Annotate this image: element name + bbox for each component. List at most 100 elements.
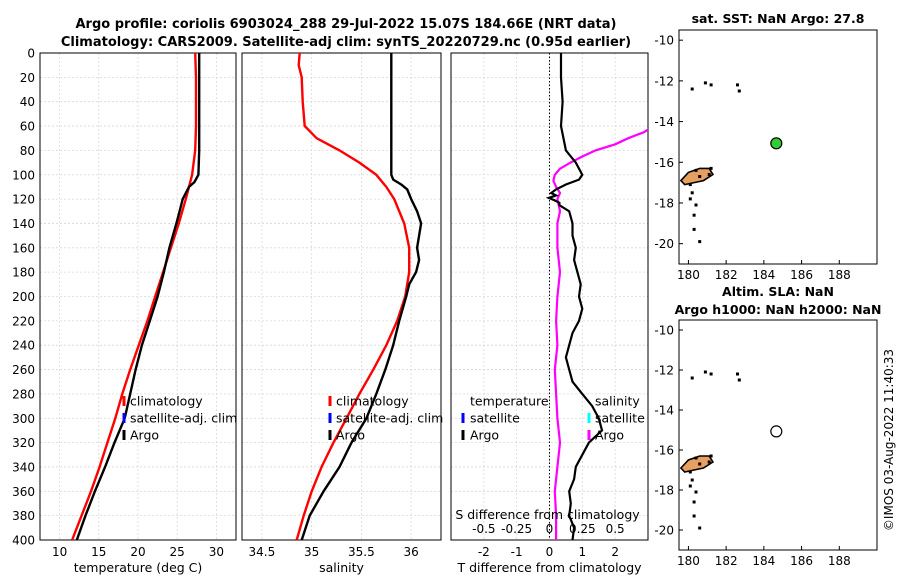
sla_map-island-mark (737, 378, 741, 382)
sst_map-ytick-label: -12 (654, 74, 674, 88)
temperature-xtick-label: 30 (209, 545, 224, 559)
salinity-xtick-label: 34.5 (249, 545, 276, 559)
salinity-argo-line (300, 53, 423, 540)
sla_map-island-mark (703, 370, 707, 374)
depth-tick-label: 340 (12, 460, 35, 474)
sla_map-island-mark (692, 514, 696, 518)
difference-xtick-label: -2 (478, 545, 490, 559)
sst_map-ytick-label: -20 (654, 237, 674, 251)
sla_map-xtick-label: 188 (828, 554, 851, 568)
depth-tick-label: 400 (12, 534, 35, 548)
salinity-difference-tick-label: 0.5 (606, 522, 625, 536)
sla_map-island-mark (698, 526, 702, 530)
sst_map-island-mark (692, 227, 696, 231)
salinity-difference-tick-label: -0.25 (501, 522, 532, 536)
salinity-panel: 34.5 35 35.5 36 salinity climatology satellite… (241, 52, 443, 575)
depth-tick-label: 260 (12, 363, 35, 377)
imos-credit: ©IMOS 03-Aug-2022 11:40:33 (882, 349, 896, 531)
salinity-climatology-line (295, 53, 411, 540)
salinity-xtick-label: 35.5 (348, 545, 375, 559)
sst_map-island-mark (690, 87, 694, 91)
difference-panel: -2 -1 0 1 2T difference from climatology S di… (450, 52, 649, 575)
depth-tick-label: 320 (12, 436, 35, 450)
depth-tick-label: 140 (12, 217, 35, 231)
depth-tick-label: 380 (12, 509, 35, 523)
difference-xlabel: T difference from climatology (456, 560, 642, 575)
depth-tick-label: 300 (12, 412, 35, 426)
salinity-axes-box (241, 52, 442, 541)
sla_map-island-mark (709, 454, 713, 458)
salinity-difference-tick-label: -0.5 (472, 522, 495, 536)
salinity-legend-item: climatology (336, 394, 409, 409)
sst_map-island-mark (692, 213, 696, 217)
sla_map-island-mark (694, 490, 698, 494)
sst_map-island-mark (736, 83, 739, 87)
sst_map-xtick-label: 188 (828, 268, 851, 282)
sst_map-island-mark (690, 191, 694, 195)
sla_map-xtick-label: 184 (752, 554, 775, 568)
difference-legend-item: temperature (470, 394, 549, 409)
difference-xtick-label: -1 (511, 545, 523, 559)
salinity-difference-tick-label: 0 (546, 522, 554, 536)
sst_map-fiji-island (679, 167, 714, 186)
sst_map-island-mark (698, 240, 702, 244)
difference-xtick-label: 1 (579, 545, 587, 559)
sla_map-island-mark (736, 372, 739, 376)
depth-tick-label: 40 (20, 95, 35, 109)
salinity-xlabel: salinity (319, 560, 364, 575)
depth-tick-label: 160 (12, 241, 35, 255)
sla_map-island-mark (692, 500, 696, 504)
temperature-xtick-label: 20 (130, 545, 145, 559)
depth-tick-label: 80 (20, 144, 35, 158)
sla_map-float-position (770, 425, 783, 438)
temperature-difference-line (545, 53, 604, 540)
sst_map-float-position (770, 137, 783, 150)
salinity-difference-line (552, 128, 648, 540)
sst_map-island-mark (698, 175, 702, 178)
sst_map-xtick-label: 180 (677, 268, 700, 282)
temperature-legend-item: satellite-adj. clim (130, 411, 237, 426)
depth-tick-label: 220 (12, 314, 35, 328)
depth-tick-label: 100 (12, 168, 35, 182)
sla_map-xtick-label: 182 (715, 554, 738, 568)
depth-tick-label: 360 (12, 485, 35, 499)
sla_map-panel: 180 182 184 186 188 -10 -12 -14 -16 -18 -20 (654, 319, 878, 568)
temperature-climatology-line (70, 53, 198, 540)
difference-legend-item: Argo (470, 428, 499, 443)
sst_map-ytick-label: -16 (654, 156, 674, 170)
depth-tick-label: 280 (12, 387, 35, 401)
sst_map-island-mark (703, 81, 707, 85)
sla_map-island-mark (690, 478, 694, 482)
depth-tick-label: 240 (12, 339, 35, 353)
salinity-legend-item: Argo (595, 428, 624, 443)
sst_map-ytick-label: -10 (654, 34, 674, 48)
sst_map-axes-box (678, 29, 878, 265)
salinity-legend-item: satellite (595, 411, 645, 426)
temperature-xtick-label: 10 (52, 545, 67, 559)
sla_map-ytick-label: -20 (654, 524, 674, 538)
difference-xtick-label: 2 (611, 545, 619, 559)
sla_map-ytick-label: -10 (654, 324, 674, 338)
sla_map-island-mark (688, 470, 692, 474)
sst_map-island-mark (694, 203, 698, 207)
salinity-difference-tick-label: 0.25 (569, 522, 596, 536)
depth-tick-label: 200 (12, 290, 35, 304)
sla_map-island-mark (698, 462, 702, 466)
temperature-xtick-label: 15 (91, 545, 106, 559)
salinity-difference-axis-label: S difference from climatology (455, 507, 640, 522)
sla_map-island-mark (707, 460, 711, 464)
sst_map-ytick-label: -18 (654, 196, 674, 210)
sla-map-title-line2: Argo h1000: NaN h2000: NaN (675, 302, 882, 317)
sst-map-title: sat. SST: NaN Argo: 27.8 (692, 11, 865, 26)
sst_map-island-mark (709, 83, 713, 87)
temperature-legend-item: climatology (130, 394, 203, 409)
sst_map-xtick-label: 184 (752, 268, 775, 282)
sla_map-island-mark (709, 372, 713, 376)
salinity-xtick-label: 36 (404, 545, 419, 559)
sst_map-panel: 180 182 184 186 188 -10 -12 -14 -16 -18 -20 (654, 29, 878, 282)
sla_map-xtick-label: 186 (790, 554, 813, 568)
depth-tick-label: 180 (12, 266, 35, 280)
sla_map-island-mark (690, 376, 694, 380)
sla_map-xtick-label: 180 (677, 554, 700, 568)
